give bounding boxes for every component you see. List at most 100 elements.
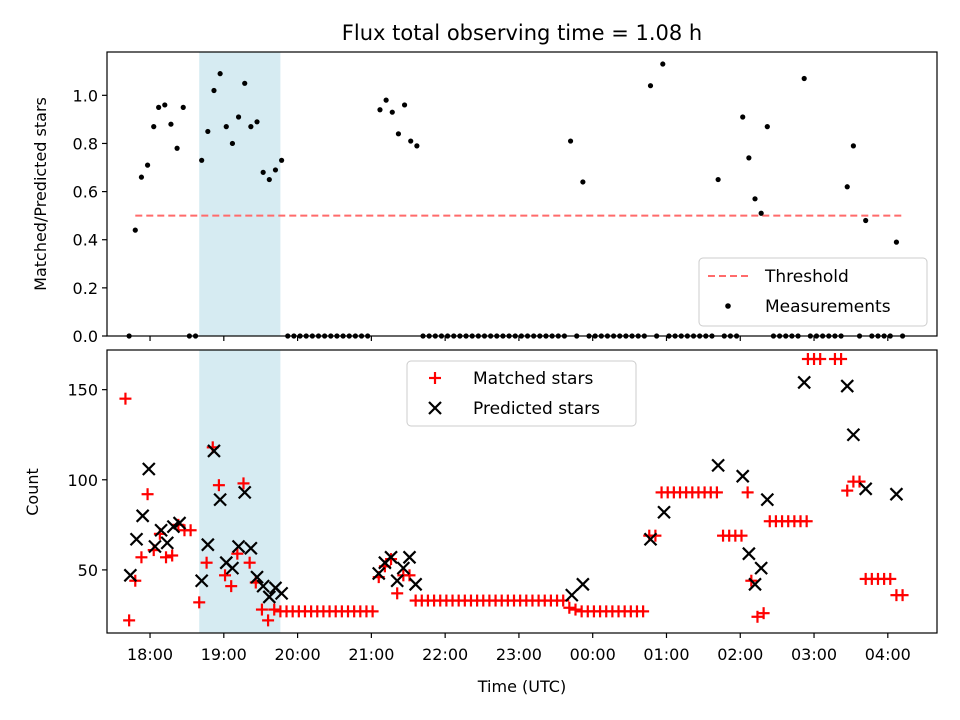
measurement-point xyxy=(389,109,395,115)
bottom-y-tick-label: 150 xyxy=(67,381,98,400)
matched-star-point xyxy=(757,607,770,620)
matched-star-point xyxy=(160,551,173,564)
measurement-point xyxy=(801,75,807,82)
bottom-legend-box xyxy=(406,360,637,427)
bottom-panel: 50 100 150 18:00 19:00 20:00 21:00 22:00 23:00 0… xyxy=(23,349,938,696)
matched-star-point xyxy=(262,614,275,627)
measurement-point xyxy=(414,143,420,149)
predicted-star-point xyxy=(643,532,658,547)
bottom-legend: Matched stars Predicted stars xyxy=(406,360,637,427)
matched-star-point xyxy=(193,596,206,609)
measurement-point xyxy=(758,210,764,216)
measurement-point xyxy=(254,119,260,125)
top-y-tick-label: 0.4 xyxy=(73,231,98,250)
figure-title: Flux total observing time = 1.08 h xyxy=(342,21,702,45)
top-legend: Threshold Measurements xyxy=(698,257,928,327)
matched-star-point xyxy=(237,477,250,490)
top-y-tick-label: 0.8 xyxy=(73,134,98,153)
matched-star-point xyxy=(884,572,897,585)
predicted-star-point xyxy=(148,539,162,554)
measurement-point xyxy=(217,71,223,77)
matched-star-point xyxy=(710,486,723,499)
predicted-star-point xyxy=(231,539,246,554)
bottom-axes-frame xyxy=(106,349,938,634)
matched-star-point xyxy=(200,556,213,569)
measurement-point xyxy=(863,217,869,224)
matched-stars-series xyxy=(119,353,909,627)
matched-star-point xyxy=(896,589,909,602)
predicted-star-point xyxy=(166,519,181,534)
legend-measurements-label: Measurements xyxy=(765,297,891,317)
matched-star-point xyxy=(225,580,238,593)
measurement-point xyxy=(260,169,266,175)
predicted-star-point xyxy=(565,588,579,602)
measurement-point xyxy=(266,176,272,183)
measurement-point xyxy=(740,114,746,120)
predicted-star-point xyxy=(201,537,215,552)
measurement-point xyxy=(151,124,157,130)
measurement-point xyxy=(377,107,383,113)
bottom-x-tick-label: 00:00 xyxy=(570,645,616,664)
top-y-tick-label: 0.0 xyxy=(73,327,98,346)
measurement-point xyxy=(408,138,414,144)
matched-star-point xyxy=(184,524,197,537)
top-y-tick-label: 1.0 xyxy=(73,86,98,105)
top-y-tick-label: 0.6 xyxy=(73,183,98,202)
bottom-x-tick-label: 23:00 xyxy=(496,645,542,664)
top-y-axis: 0.0 0.2 0.4 0.6 0.8 1.0 xyxy=(73,86,107,346)
legend-predicted-swatch xyxy=(428,401,442,415)
bottom-highlight-span xyxy=(199,350,281,633)
predicted-star-point xyxy=(160,536,175,550)
predicted-star-point xyxy=(274,586,289,601)
predicted-star-point xyxy=(250,570,264,584)
legend-threshold-label: Threshold xyxy=(764,267,849,287)
matched-star-point xyxy=(119,392,132,405)
predicted-star-point xyxy=(742,546,756,561)
matched-star-point xyxy=(219,569,232,582)
matched-star-point xyxy=(835,353,848,366)
measurement-point xyxy=(205,128,211,135)
measurement-point xyxy=(248,124,254,130)
predicted-star-point xyxy=(123,568,138,583)
matched-star-point xyxy=(853,475,866,488)
predicted-star-point xyxy=(797,375,811,390)
predicted-star-point xyxy=(225,561,240,575)
bottom-x-tick-label: 02:00 xyxy=(717,645,763,664)
measurement-point xyxy=(168,121,174,127)
measurement-point xyxy=(272,167,279,173)
measurement-point xyxy=(279,157,285,163)
measurement-point xyxy=(199,157,205,163)
bottom-x-tick-label: 18:00 xyxy=(127,645,173,664)
predicted-star-point xyxy=(748,577,762,592)
bottom-x-tick-label: 01:00 xyxy=(643,645,689,664)
matched-star-point xyxy=(751,610,764,623)
bottom-x-axis-label: Time (UTC) xyxy=(477,677,566,696)
measurement-point xyxy=(660,61,666,67)
matched-star-point xyxy=(141,488,154,501)
measurement-point xyxy=(138,174,145,180)
bottom-x-tick-label: 22:00 xyxy=(422,645,468,664)
measurement-point xyxy=(850,143,856,149)
matched-star-point xyxy=(569,603,582,616)
predicted-star-point xyxy=(858,482,873,496)
measurement-point xyxy=(174,145,180,151)
predicted-stars-series xyxy=(123,375,904,604)
measurement-point xyxy=(893,239,900,245)
top-highlight-span xyxy=(199,52,281,336)
matched-star-point xyxy=(166,549,179,562)
measurement-point xyxy=(746,155,752,161)
matched-star-point xyxy=(268,603,281,616)
measurement-point xyxy=(162,102,168,108)
predicted-star-point xyxy=(213,492,227,507)
predicted-star-point xyxy=(846,427,861,442)
measurement-point xyxy=(715,176,721,183)
predicted-star-point xyxy=(657,505,671,520)
measurement-point xyxy=(180,104,186,110)
predicted-star-point xyxy=(194,573,209,588)
measurement-point xyxy=(647,83,654,89)
predicted-star-point xyxy=(384,550,398,565)
matched-star-point xyxy=(637,605,650,618)
predicted-star-point xyxy=(142,462,156,476)
matched-star-point xyxy=(841,484,854,497)
bottom-x-axis: 18:00 19:00 20:00 21:00 22:00 23:00 00:00 01:00… xyxy=(127,633,911,664)
